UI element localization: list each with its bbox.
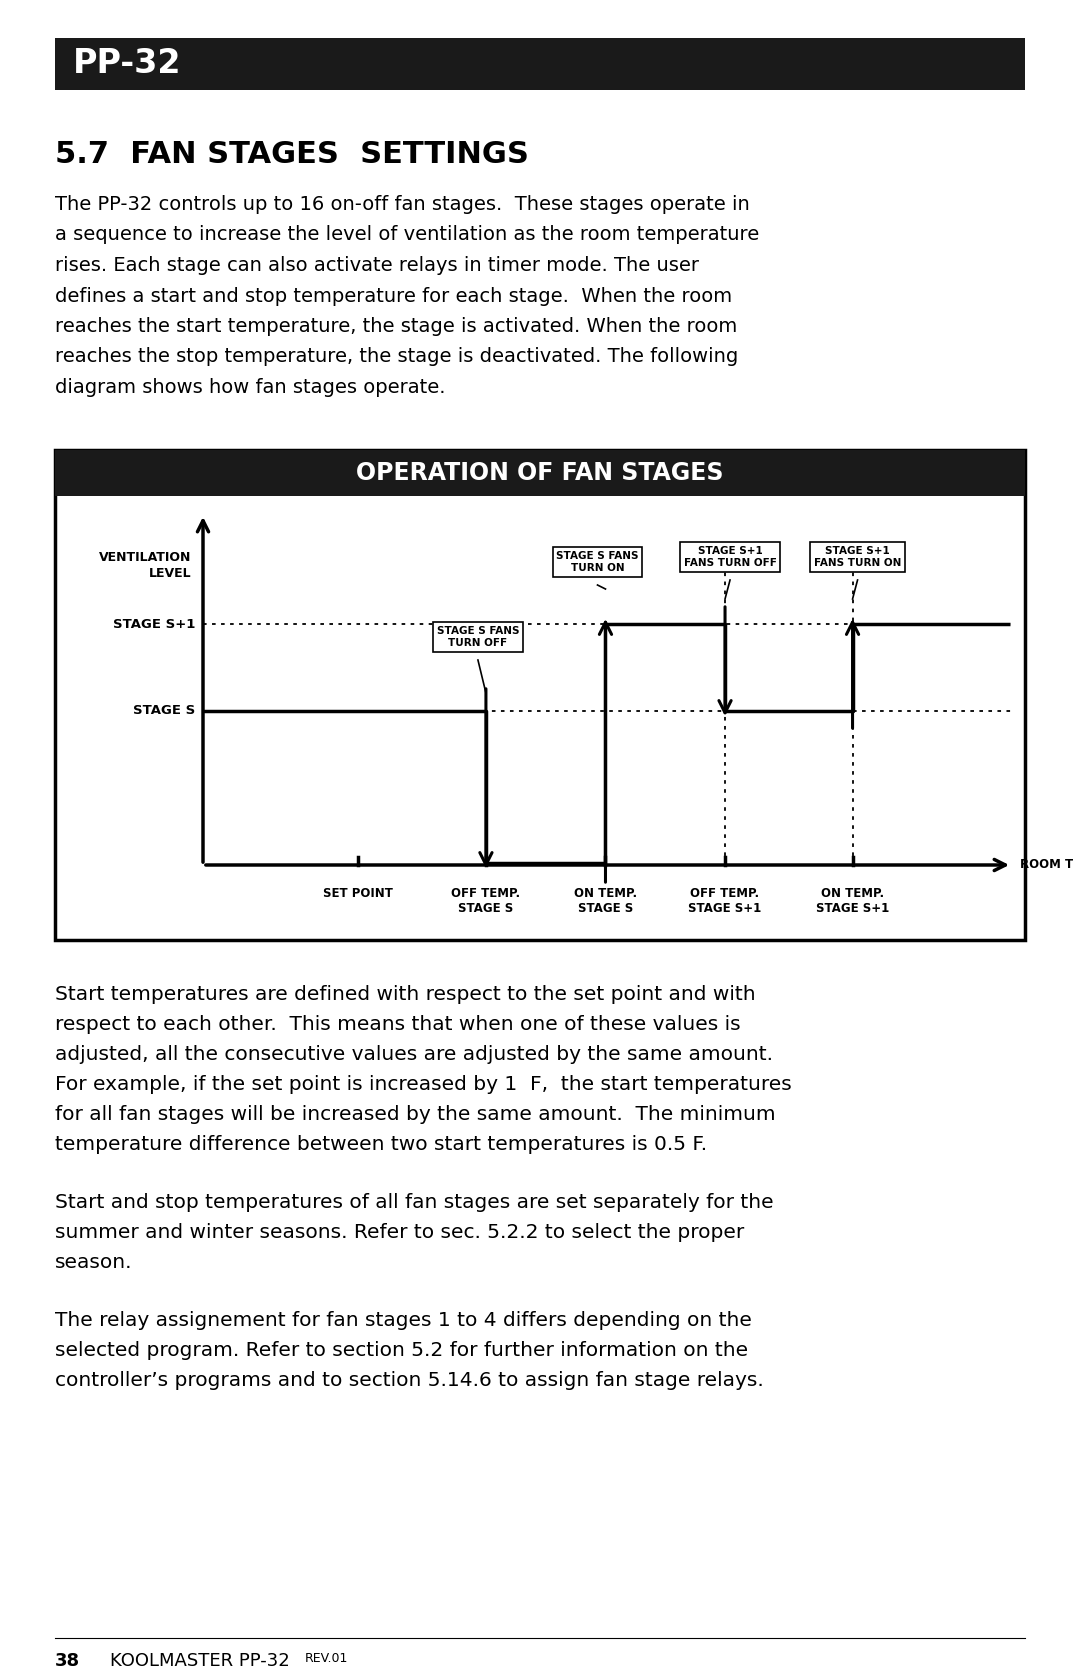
Text: The PP-32 controls up to 16 on-off fan stages.  These stages operate in: The PP-32 controls up to 16 on-off fan s… xyxy=(55,195,750,214)
Text: ON TEMP.
STAGE S: ON TEMP. STAGE S xyxy=(573,886,637,916)
Text: OFF TEMP.
STAGE S+1: OFF TEMP. STAGE S+1 xyxy=(688,886,761,916)
Text: KOOLMASTER PP-32: KOOLMASTER PP-32 xyxy=(110,1652,289,1669)
Text: STAGE S FANS
TURN OFF: STAGE S FANS TURN OFF xyxy=(436,626,519,648)
Text: adjusted, all the consecutive values are adjusted by the same amount.: adjusted, all the consecutive values are… xyxy=(55,1045,773,1065)
Bar xyxy=(55,451,1025,496)
Text: SET POINT: SET POINT xyxy=(324,886,393,900)
Text: ON TEMP.
STAGE S+1: ON TEMP. STAGE S+1 xyxy=(815,886,889,916)
Text: The relay assignement for fan stages 1 to 4 differs depending on the: The relay assignement for fan stages 1 t… xyxy=(55,1312,752,1330)
Text: 5.7  FAN STAGES  SETTINGS: 5.7 FAN STAGES SETTINGS xyxy=(55,140,529,169)
Text: STAGE S+1
FANS TURN ON: STAGE S+1 FANS TURN ON xyxy=(814,546,901,567)
Text: defines a start and stop temperature for each stage.  When the room: defines a start and stop temperature for… xyxy=(55,287,732,305)
Text: reaches the start temperature, the stage is activated. When the room: reaches the start temperature, the stage… xyxy=(55,317,738,335)
Text: reaches the stop temperature, the stage is deactivated. The following: reaches the stop temperature, the stage … xyxy=(55,347,739,367)
Text: controller’s programs and to section 5.14.6 to assign fan stage relays.: controller’s programs and to section 5.1… xyxy=(55,1370,764,1390)
Text: Start and stop temperatures of all fan stages are set separately for the: Start and stop temperatures of all fan s… xyxy=(55,1193,773,1212)
Bar xyxy=(55,38,1025,90)
Text: for all fan stages will be increased by the same amount.  The minimum: for all fan stages will be increased by … xyxy=(55,1105,775,1123)
Text: 38: 38 xyxy=(55,1652,80,1669)
Text: STAGE S FANS
TURN ON: STAGE S FANS TURN ON xyxy=(556,551,638,572)
Text: VENTILATION
LEVEL: VENTILATION LEVEL xyxy=(98,551,191,581)
Text: ROOM T: ROOM T xyxy=(1020,858,1074,871)
Text: season.: season. xyxy=(55,1253,133,1272)
Text: Start temperatures are defined with respect to the set point and with: Start temperatures are defined with resp… xyxy=(55,985,756,1005)
Text: summer and winter seasons. Refer to sec. 5.2.2 to select the proper: summer and winter seasons. Refer to sec.… xyxy=(55,1223,744,1242)
Text: OFF TEMP.
STAGE S: OFF TEMP. STAGE S xyxy=(451,886,521,916)
Text: OPERATION OF FAN STAGES: OPERATION OF FAN STAGES xyxy=(356,461,724,486)
Text: PP-32: PP-32 xyxy=(73,47,181,80)
Text: STAGE S+1: STAGE S+1 xyxy=(112,618,195,631)
Text: rises. Each stage can also activate relays in timer mode. The user: rises. Each stage can also activate rela… xyxy=(55,255,699,275)
Text: For example, if the set point is increased by 1  F,  the start temperatures: For example, if the set point is increas… xyxy=(55,1075,792,1093)
Text: a sequence to increase the level of ventilation as the room temperature: a sequence to increase the level of vent… xyxy=(55,225,759,244)
Text: temperature difference between two start temperatures is 0.5 F.: temperature difference between two start… xyxy=(55,1135,707,1153)
Bar xyxy=(55,451,1025,940)
Text: diagram shows how fan stages operate.: diagram shows how fan stages operate. xyxy=(55,377,446,397)
Text: STAGE S+1
FANS TURN OFF: STAGE S+1 FANS TURN OFF xyxy=(684,546,777,567)
Text: STAGE S: STAGE S xyxy=(133,704,195,718)
Text: selected program. Refer to section 5.2 for further information on the: selected program. Refer to section 5.2 f… xyxy=(55,1340,748,1360)
Text: REV.01: REV.01 xyxy=(305,1652,349,1666)
Text: respect to each other.  This means that when one of these values is: respect to each other. This means that w… xyxy=(55,1015,741,1035)
